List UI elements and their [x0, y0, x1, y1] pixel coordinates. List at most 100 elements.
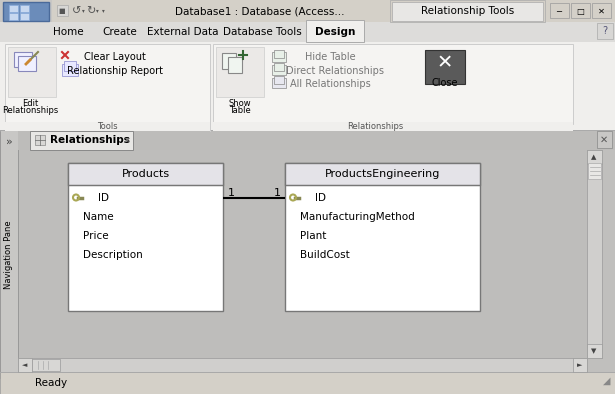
- Text: Hide Table: Hide Table: [304, 52, 355, 62]
- Text: Table: Table: [229, 106, 251, 115]
- Bar: [587, 150, 602, 164]
- Bar: [274, 50, 284, 58]
- Text: ID: ID: [98, 193, 109, 203]
- Bar: [9, 5, 18, 12]
- Bar: [30, 131, 133, 150]
- Text: Show: Show: [229, 98, 252, 108]
- Bar: [32, 359, 60, 371]
- Text: »: »: [6, 137, 12, 147]
- Bar: [35, 135, 45, 145]
- Bar: [0, 372, 615, 394]
- Text: ↻: ↻: [86, 6, 96, 16]
- Text: All Relationships: All Relationships: [290, 79, 370, 89]
- Bar: [228, 57, 242, 73]
- Bar: [272, 78, 286, 88]
- Bar: [587, 150, 602, 358]
- Text: □: □: [576, 6, 584, 15]
- Bar: [64, 61, 76, 71]
- Bar: [272, 65, 286, 75]
- Text: Navigation Pane: Navigation Pane: [4, 221, 14, 289]
- Bar: [600, 374, 614, 388]
- Bar: [597, 131, 612, 148]
- Bar: [306, 20, 364, 42]
- Text: ▾: ▾: [95, 9, 98, 13]
- Bar: [18, 358, 32, 372]
- Text: ProductsEngineering: ProductsEngineering: [325, 169, 440, 179]
- Text: ▾: ▾: [82, 9, 84, 13]
- Bar: [8, 47, 56, 97]
- Text: ✕: ✕: [124, 136, 130, 145]
- Bar: [14, 52, 32, 67]
- Bar: [68, 163, 223, 185]
- Text: Relationship Report: Relationship Report: [67, 66, 163, 76]
- Text: Design: Design: [315, 27, 355, 37]
- Text: Database1 : Database (Access...: Database1 : Database (Access...: [175, 6, 345, 16]
- Bar: [0, 42, 615, 132]
- Bar: [5, 122, 210, 131]
- Text: Home: Home: [53, 27, 83, 37]
- Text: Tools: Tools: [97, 121, 117, 130]
- Bar: [216, 47, 264, 97]
- Text: Ready: Ready: [35, 378, 67, 388]
- Bar: [390, 0, 545, 22]
- Text: 1: 1: [274, 188, 280, 197]
- Bar: [573, 358, 587, 372]
- Text: Create: Create: [103, 27, 137, 37]
- Bar: [550, 3, 569, 18]
- Text: ManufacturingMethod: ManufacturingMethod: [300, 212, 415, 221]
- Bar: [20, 13, 29, 20]
- Bar: [9, 13, 18, 20]
- Bar: [274, 76, 284, 84]
- Bar: [18, 130, 615, 150]
- Text: Direct Relationships: Direct Relationships: [286, 66, 384, 76]
- Bar: [62, 64, 78, 76]
- Bar: [213, 122, 573, 131]
- Text: ✕: ✕: [437, 54, 453, 72]
- Text: Clear Layout: Clear Layout: [84, 52, 146, 62]
- Text: 1: 1: [228, 188, 234, 197]
- Text: Description: Description: [83, 249, 143, 260]
- Text: Relationships: Relationships: [2, 106, 58, 115]
- Text: ▲: ▲: [591, 154, 597, 160]
- Text: ■: ■: [58, 8, 65, 14]
- Bar: [285, 163, 480, 185]
- Text: Database Tools: Database Tools: [223, 27, 301, 37]
- Text: ✕: ✕: [600, 135, 608, 145]
- Bar: [425, 50, 465, 84]
- Bar: [20, 5, 29, 12]
- Text: ID: ID: [315, 193, 326, 203]
- Text: Relationships: Relationships: [347, 121, 403, 130]
- Text: ?: ?: [603, 26, 608, 36]
- Bar: [0, 130, 615, 378]
- Bar: [68, 163, 223, 311]
- Text: ✕: ✕: [598, 6, 605, 15]
- Bar: [272, 52, 286, 62]
- Text: BuildCost: BuildCost: [300, 249, 350, 260]
- Bar: [18, 150, 587, 358]
- Bar: [392, 2, 543, 21]
- Bar: [222, 53, 236, 69]
- Bar: [571, 3, 590, 18]
- Bar: [3, 2, 49, 21]
- Text: ◄: ◄: [22, 362, 28, 368]
- Text: Relationship Tools: Relationship Tools: [421, 6, 515, 16]
- Text: External Data: External Data: [147, 27, 219, 37]
- Bar: [213, 44, 573, 124]
- Bar: [0, 0, 615, 22]
- Text: Name: Name: [83, 212, 114, 221]
- Bar: [587, 344, 602, 358]
- Text: ─: ─: [557, 6, 561, 15]
- Text: ↺: ↺: [73, 6, 82, 16]
- Bar: [592, 3, 611, 18]
- Text: Relationships: Relationships: [50, 135, 130, 145]
- Bar: [18, 358, 587, 372]
- Bar: [274, 63, 284, 71]
- Text: Products: Products: [121, 169, 170, 179]
- Text: ◢: ◢: [603, 376, 611, 386]
- Bar: [0, 130, 18, 378]
- Text: ▾: ▾: [101, 9, 105, 13]
- Text: Close: Close: [432, 78, 458, 88]
- Bar: [0, 0, 52, 22]
- Text: ►: ►: [577, 362, 582, 368]
- Bar: [57, 5, 68, 16]
